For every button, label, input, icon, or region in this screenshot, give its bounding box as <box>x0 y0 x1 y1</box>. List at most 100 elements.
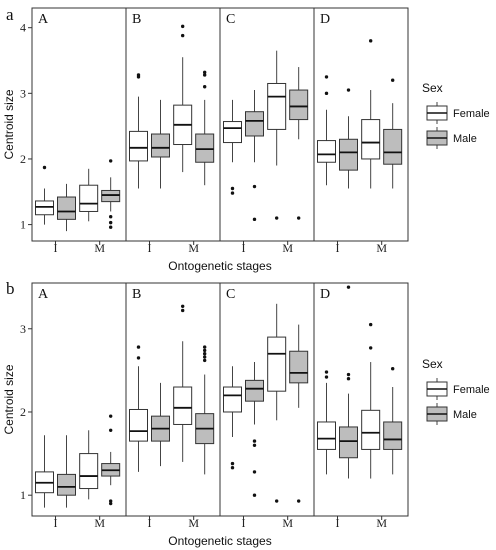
box-M-male <box>383 78 403 189</box>
x-tick-label: M <box>94 516 105 530</box>
box-I-female <box>317 370 336 475</box>
box-iqr <box>289 350 309 384</box>
box-iqr <box>35 200 54 216</box>
box-I-male <box>245 90 264 222</box>
outlier-point <box>180 33 185 38</box>
x-tick-label: M <box>188 241 199 255</box>
box-iqr <box>245 111 264 137</box>
outlier-point <box>252 184 257 189</box>
outlier-point <box>108 225 113 229</box>
box-M-male <box>289 67 309 220</box>
x-axis-label: Ontogenetic stages <box>168 259 271 273</box>
legend-title: Sex <box>422 81 443 95</box>
x-tick-label: M <box>94 241 105 255</box>
outlier-point <box>180 24 185 29</box>
outlier-point <box>180 308 185 313</box>
box-iqr <box>267 82 287 130</box>
x-tick-label: I <box>336 241 340 255</box>
box-iqr <box>245 379 264 402</box>
y-axis-label: Centroid size <box>2 89 16 159</box>
outlier-point <box>296 216 301 220</box>
outlier-point <box>202 352 207 356</box>
outlier-point <box>180 304 185 308</box>
x-tick-label: M <box>282 516 293 530</box>
box-M-male <box>289 324 309 503</box>
panel-C: C I M <box>219 282 315 530</box>
box-iqr <box>57 196 76 220</box>
outlier-point <box>346 285 351 289</box>
box-iqr <box>223 386 242 413</box>
panel-label: C <box>226 12 235 27</box>
y-tick-label: 4 <box>20 21 26 35</box>
x-tick-label: M <box>282 241 293 255</box>
legend-title: Sex <box>422 357 443 371</box>
panel-frame <box>313 7 409 242</box>
box-iqr <box>151 133 170 158</box>
outlier-point <box>202 348 207 353</box>
box-I-male <box>57 435 76 508</box>
box-M-female <box>79 430 99 500</box>
box-M-male <box>101 414 121 506</box>
legend-entry-female: Female <box>453 108 490 120</box>
box-iqr <box>317 140 336 163</box>
panel-label: D <box>320 12 330 27</box>
outlier-point <box>390 367 395 371</box>
outlier-point <box>136 356 141 360</box>
panel-C: C I M <box>219 7 315 255</box>
box-I-female <box>129 345 148 472</box>
legend: Sex Female Male <box>422 357 490 425</box>
box-iqr <box>267 336 287 392</box>
box-I-male <box>151 99 170 189</box>
outlier-point <box>202 358 207 363</box>
box-I-male <box>339 285 358 479</box>
x-tick-label: I <box>242 241 246 255</box>
legend-entry-male: Male <box>453 133 477 145</box>
outlier-point <box>390 78 395 82</box>
box-iqr <box>101 189 121 203</box>
figure-label: b <box>6 279 15 298</box>
outlier-point <box>252 493 257 497</box>
outlier-point <box>230 466 235 470</box>
panel-A: A I M <box>31 282 127 530</box>
outlier-point <box>368 346 373 350</box>
box-M-female <box>173 24 193 173</box>
box-I-female <box>223 99 242 195</box>
outlier-point <box>230 461 235 466</box>
outlier-point <box>136 75 141 79</box>
box-iqr <box>57 473 76 496</box>
outlier-point <box>202 85 207 89</box>
outlier-point <box>368 322 373 327</box>
box-iqr <box>339 426 358 459</box>
outlier-point <box>296 499 301 503</box>
box-iqr <box>383 128 403 165</box>
outlier-point <box>368 39 373 43</box>
outlier-point <box>136 345 141 349</box>
outlier-point <box>108 499 113 503</box>
box-M-female <box>267 50 287 220</box>
panel-label: A <box>38 287 49 302</box>
x-tick-label: I <box>336 516 340 530</box>
box-iqr <box>289 89 309 121</box>
x-tick-label: I <box>54 516 58 530</box>
box-I-male <box>151 382 170 467</box>
outlier-point <box>346 376 351 381</box>
figure-label: a <box>6 5 14 24</box>
outlier-point <box>324 375 329 379</box>
box-iqr <box>195 133 215 163</box>
outlier-point <box>252 443 257 447</box>
y-tick-label: 2 <box>20 152 26 166</box>
outlier-point <box>108 159 113 163</box>
box-iqr <box>361 409 381 450</box>
box-M-male <box>383 367 403 475</box>
outlier-point <box>202 355 207 359</box>
legend-entry-male: Male <box>453 409 477 421</box>
outlier-point <box>42 165 47 170</box>
x-tick-label: I <box>54 241 58 255</box>
x-tick-label: M <box>376 516 387 530</box>
outlier-point <box>252 470 257 474</box>
outlier-point <box>324 75 329 79</box>
x-tick-label: M <box>376 241 387 255</box>
box-M-male <box>195 345 215 475</box>
